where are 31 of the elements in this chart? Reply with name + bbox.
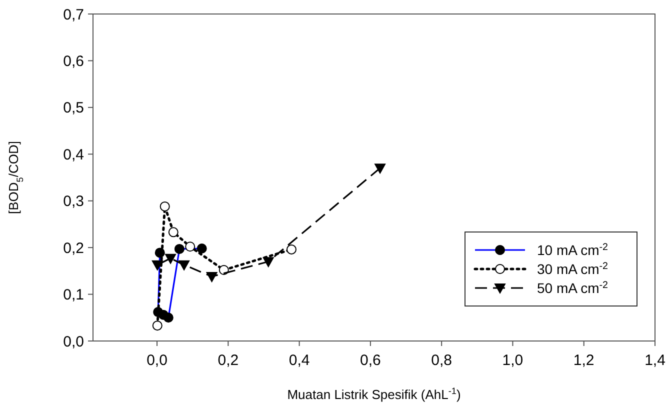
x-tick-label: 0,8	[431, 352, 452, 369]
point	[152, 260, 163, 270]
x-tick-label: 0,6	[360, 352, 381, 369]
x-tick-label: 1,0	[502, 352, 524, 369]
x-tick-label: 1,4	[644, 352, 666, 369]
y-tick-label: 0,4	[63, 146, 84, 164]
point	[178, 260, 190, 270]
point	[374, 164, 386, 174]
x-tick-label: 1,2	[573, 352, 594, 369]
y-tick-label: 0,1	[63, 286, 84, 304]
x-tick-label: 0,0	[146, 352, 168, 369]
y-tick-label: 0,2	[63, 240, 84, 257]
legend-label: 30 mA cm$^{-2}$	[537, 260, 608, 277]
x-tick-label: 0,2	[218, 352, 239, 369]
point	[160, 201, 170, 212]
x-tick-label: 0,4	[288, 352, 310, 369]
legend-label: 10 mA cm$^{-2}$	[537, 241, 608, 258]
point	[286, 244, 296, 254]
point	[168, 227, 178, 238]
point	[206, 272, 218, 282]
y-tick-label: 0,5	[63, 100, 84, 117]
y-tick-label: 0,7	[63, 6, 84, 24]
point	[262, 257, 274, 268]
point	[165, 254, 176, 264]
x-axis-title: Muatan Listrik Spesifik (AhL$^{-1}$)	[287, 386, 461, 402]
point	[152, 320, 162, 331]
y-tick-label: 0,3	[63, 193, 84, 210]
point	[185, 242, 196, 252]
y-tick-label: 0,6	[63, 52, 84, 70]
y-tick-label: 0,0	[63, 333, 84, 350]
legend-label: 50 mA cm$^{-2}$	[537, 279, 608, 296]
